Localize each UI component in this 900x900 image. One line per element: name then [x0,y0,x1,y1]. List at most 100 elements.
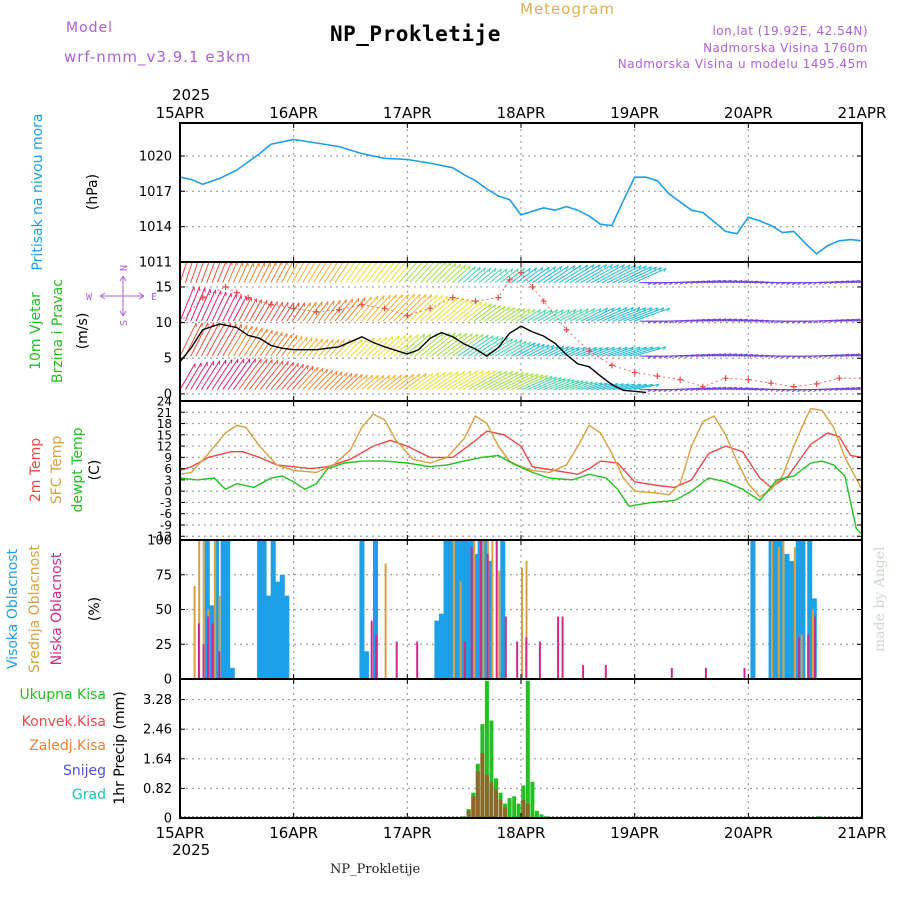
wind-arrow-head [578,265,582,270]
wind-arrow-head [276,360,279,365]
wind-arrow-head [867,280,870,283]
wind-arrow-head [370,374,374,379]
wind-gust-marker [563,326,570,333]
wind-arrow-head [624,307,628,312]
wind-arrow [591,382,613,391]
wind-arrow-head [573,309,577,313]
wind-arrow [847,353,860,357]
wind-arrow [858,281,862,284]
cloud-bar [743,667,746,679]
wind-arrow [842,353,855,357]
wind-arrow-head [484,302,487,307]
wind-arrow [259,262,271,283]
wind-arrow [457,301,483,322]
wind-arrow-head [387,375,391,380]
wind-arrow [345,297,366,322]
compass-south: S [119,320,130,326]
wind-arrow-head [443,372,446,377]
wind-arrow [484,268,502,284]
wind-arrow [377,262,395,283]
cloud-ylabel-mid: Srednja Oblacnost [27,545,43,673]
wind-arrow [366,262,384,283]
wind-arrow [265,332,283,357]
wind-arrow [735,318,748,322]
wind-arrow-head [510,338,514,343]
wind-arrow [222,262,232,283]
wind-arrow [366,374,385,390]
ytick-label-wind: 0 [164,387,172,402]
wind-arrow [243,358,268,390]
wind-arrow-head [468,265,471,270]
wind-arrow [521,375,553,391]
wind-arrow [473,304,497,322]
pressure-ylabel: Pritisak na nivou mora [30,113,46,270]
wind-arrow [420,371,446,391]
wind-arrow [398,373,421,390]
wind-arrow-head [340,371,343,376]
wind-arrow [254,262,265,283]
wind-arrow [398,294,427,322]
wind-arrow-head [390,253,391,257]
time-label-bottom: 18APR [497,824,546,842]
cloud-bar [525,637,528,679]
wind-ylabel-2: Brzina i Pravac [50,279,66,383]
cloud-bar [482,540,485,679]
wind-arrow-head [281,332,283,337]
wind-arrow-head [661,307,665,312]
wind-arrow-head [562,377,566,382]
wind-arrow [521,267,544,284]
precip-bar [512,796,517,818]
wind-arrow [329,372,348,390]
wind-arrow [430,262,452,284]
wind-arrow [334,339,351,357]
ytick-label-wind: 15 [155,280,172,295]
wind-arrow [232,262,243,283]
wind-arrow [575,381,598,391]
wind-arrow [719,386,732,391]
wind-arrow-head [522,308,526,313]
lonlat-label: lon,lat (19.92E, 42.54N) [712,24,868,38]
cloud-bar [459,581,462,679]
wind-gust-marker [245,294,252,301]
wind-arrow-head [327,301,329,306]
wind-arrow-head [561,309,565,314]
wind-arrow-head [297,363,299,368]
wind-arrow [628,267,662,284]
cloud-bar [807,634,810,679]
cloud-bar [784,553,790,679]
wind-arrow [206,359,227,390]
wind-arrow [553,379,579,391]
wind-arrow [623,346,654,357]
wind-arrow [585,382,608,391]
cloud-bar [807,540,813,679]
cloud-bar [504,616,507,679]
wind-arrow [724,318,737,322]
wind-arrow-head [560,346,565,350]
time-label-top: 20APR [724,104,773,122]
time-label-top: 19APR [610,104,659,122]
wind-arrow [355,262,373,283]
precip-ylabel: 1hr Precip (mm) [112,691,128,804]
wind-arrow [355,295,379,322]
wind-arrow [607,346,634,357]
wind-arrow [527,376,557,391]
wind-arrow-head [343,339,345,344]
wind-arrow-head [394,294,397,299]
wind-arrow-head [537,343,541,348]
wind-arrow [543,378,571,391]
wind-arrow [216,292,232,322]
wind-arrow [569,381,593,391]
wind-arrow-head [345,299,347,304]
wind-arrow [388,334,413,357]
wind-arrow [446,264,466,284]
wind-arrow [265,262,277,283]
wind-arrow-head [417,373,421,378]
wind-arrow [612,383,635,391]
wind-arrow [740,354,753,357]
wind-arrow [265,361,289,390]
cloud-bar [470,547,473,679]
wind-arrow [831,387,844,391]
cloud-bar [454,540,460,679]
wind-arrow-head [363,297,366,302]
wind-gust-marker [222,283,229,290]
